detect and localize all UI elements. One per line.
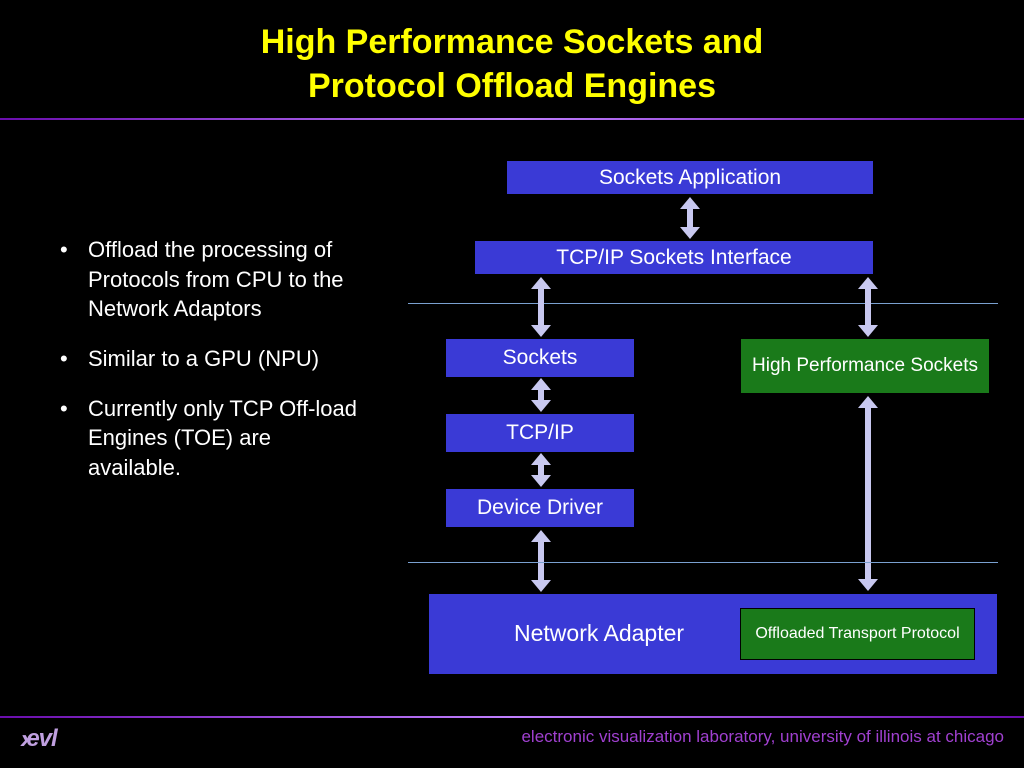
arrow-driver-to-adapter bbox=[538, 540, 544, 582]
node-device-driver: Device Driver bbox=[445, 488, 635, 528]
bullet-3: Currently only TCP Off-load Engines (TOE… bbox=[60, 394, 370, 483]
evl-logo: evl bbox=[20, 723, 57, 755]
footer-divider bbox=[0, 716, 1024, 718]
arrow-tcpip-to-driver bbox=[538, 463, 544, 477]
slide-title: High Performance Sockets and Protocol Of… bbox=[0, 0, 1024, 108]
arrow-interface-to-sockets bbox=[538, 287, 544, 327]
arrow-hps-to-adapter bbox=[865, 406, 871, 581]
node-tcpip-interface: TCP/IP Sockets Interface bbox=[474, 240, 874, 275]
node-sockets-application: Sockets Application bbox=[506, 160, 874, 195]
arrow-sockets-to-tcpip bbox=[538, 388, 544, 402]
title-line-2: Protocol Offload Engines bbox=[308, 67, 716, 105]
network-adapter-label: Network Adapter bbox=[514, 620, 684, 648]
node-high-performance-sockets: High Performance Sockets bbox=[740, 338, 990, 394]
node-tcpip: TCP/IP bbox=[445, 413, 635, 453]
header-divider bbox=[0, 118, 1024, 120]
node-offloaded-protocol: Offloaded Transport Protocol bbox=[740, 608, 975, 660]
title-line-1: High Performance Sockets and bbox=[261, 23, 764, 61]
arrow-app-to-interface bbox=[687, 207, 693, 229]
node-sockets: Sockets bbox=[445, 338, 635, 378]
bullet-2: Similar to a GPU (NPU) bbox=[60, 344, 370, 374]
divider-1 bbox=[408, 303, 998, 304]
arrow-interface-to-hps bbox=[865, 287, 871, 327]
footer-text: electronic visualization laboratory, uni… bbox=[521, 727, 1004, 747]
divider-2 bbox=[408, 562, 998, 563]
bullet-list: Offload the processing of Protocols from… bbox=[60, 235, 370, 503]
bullet-1: Offload the processing of Protocols from… bbox=[60, 235, 370, 324]
